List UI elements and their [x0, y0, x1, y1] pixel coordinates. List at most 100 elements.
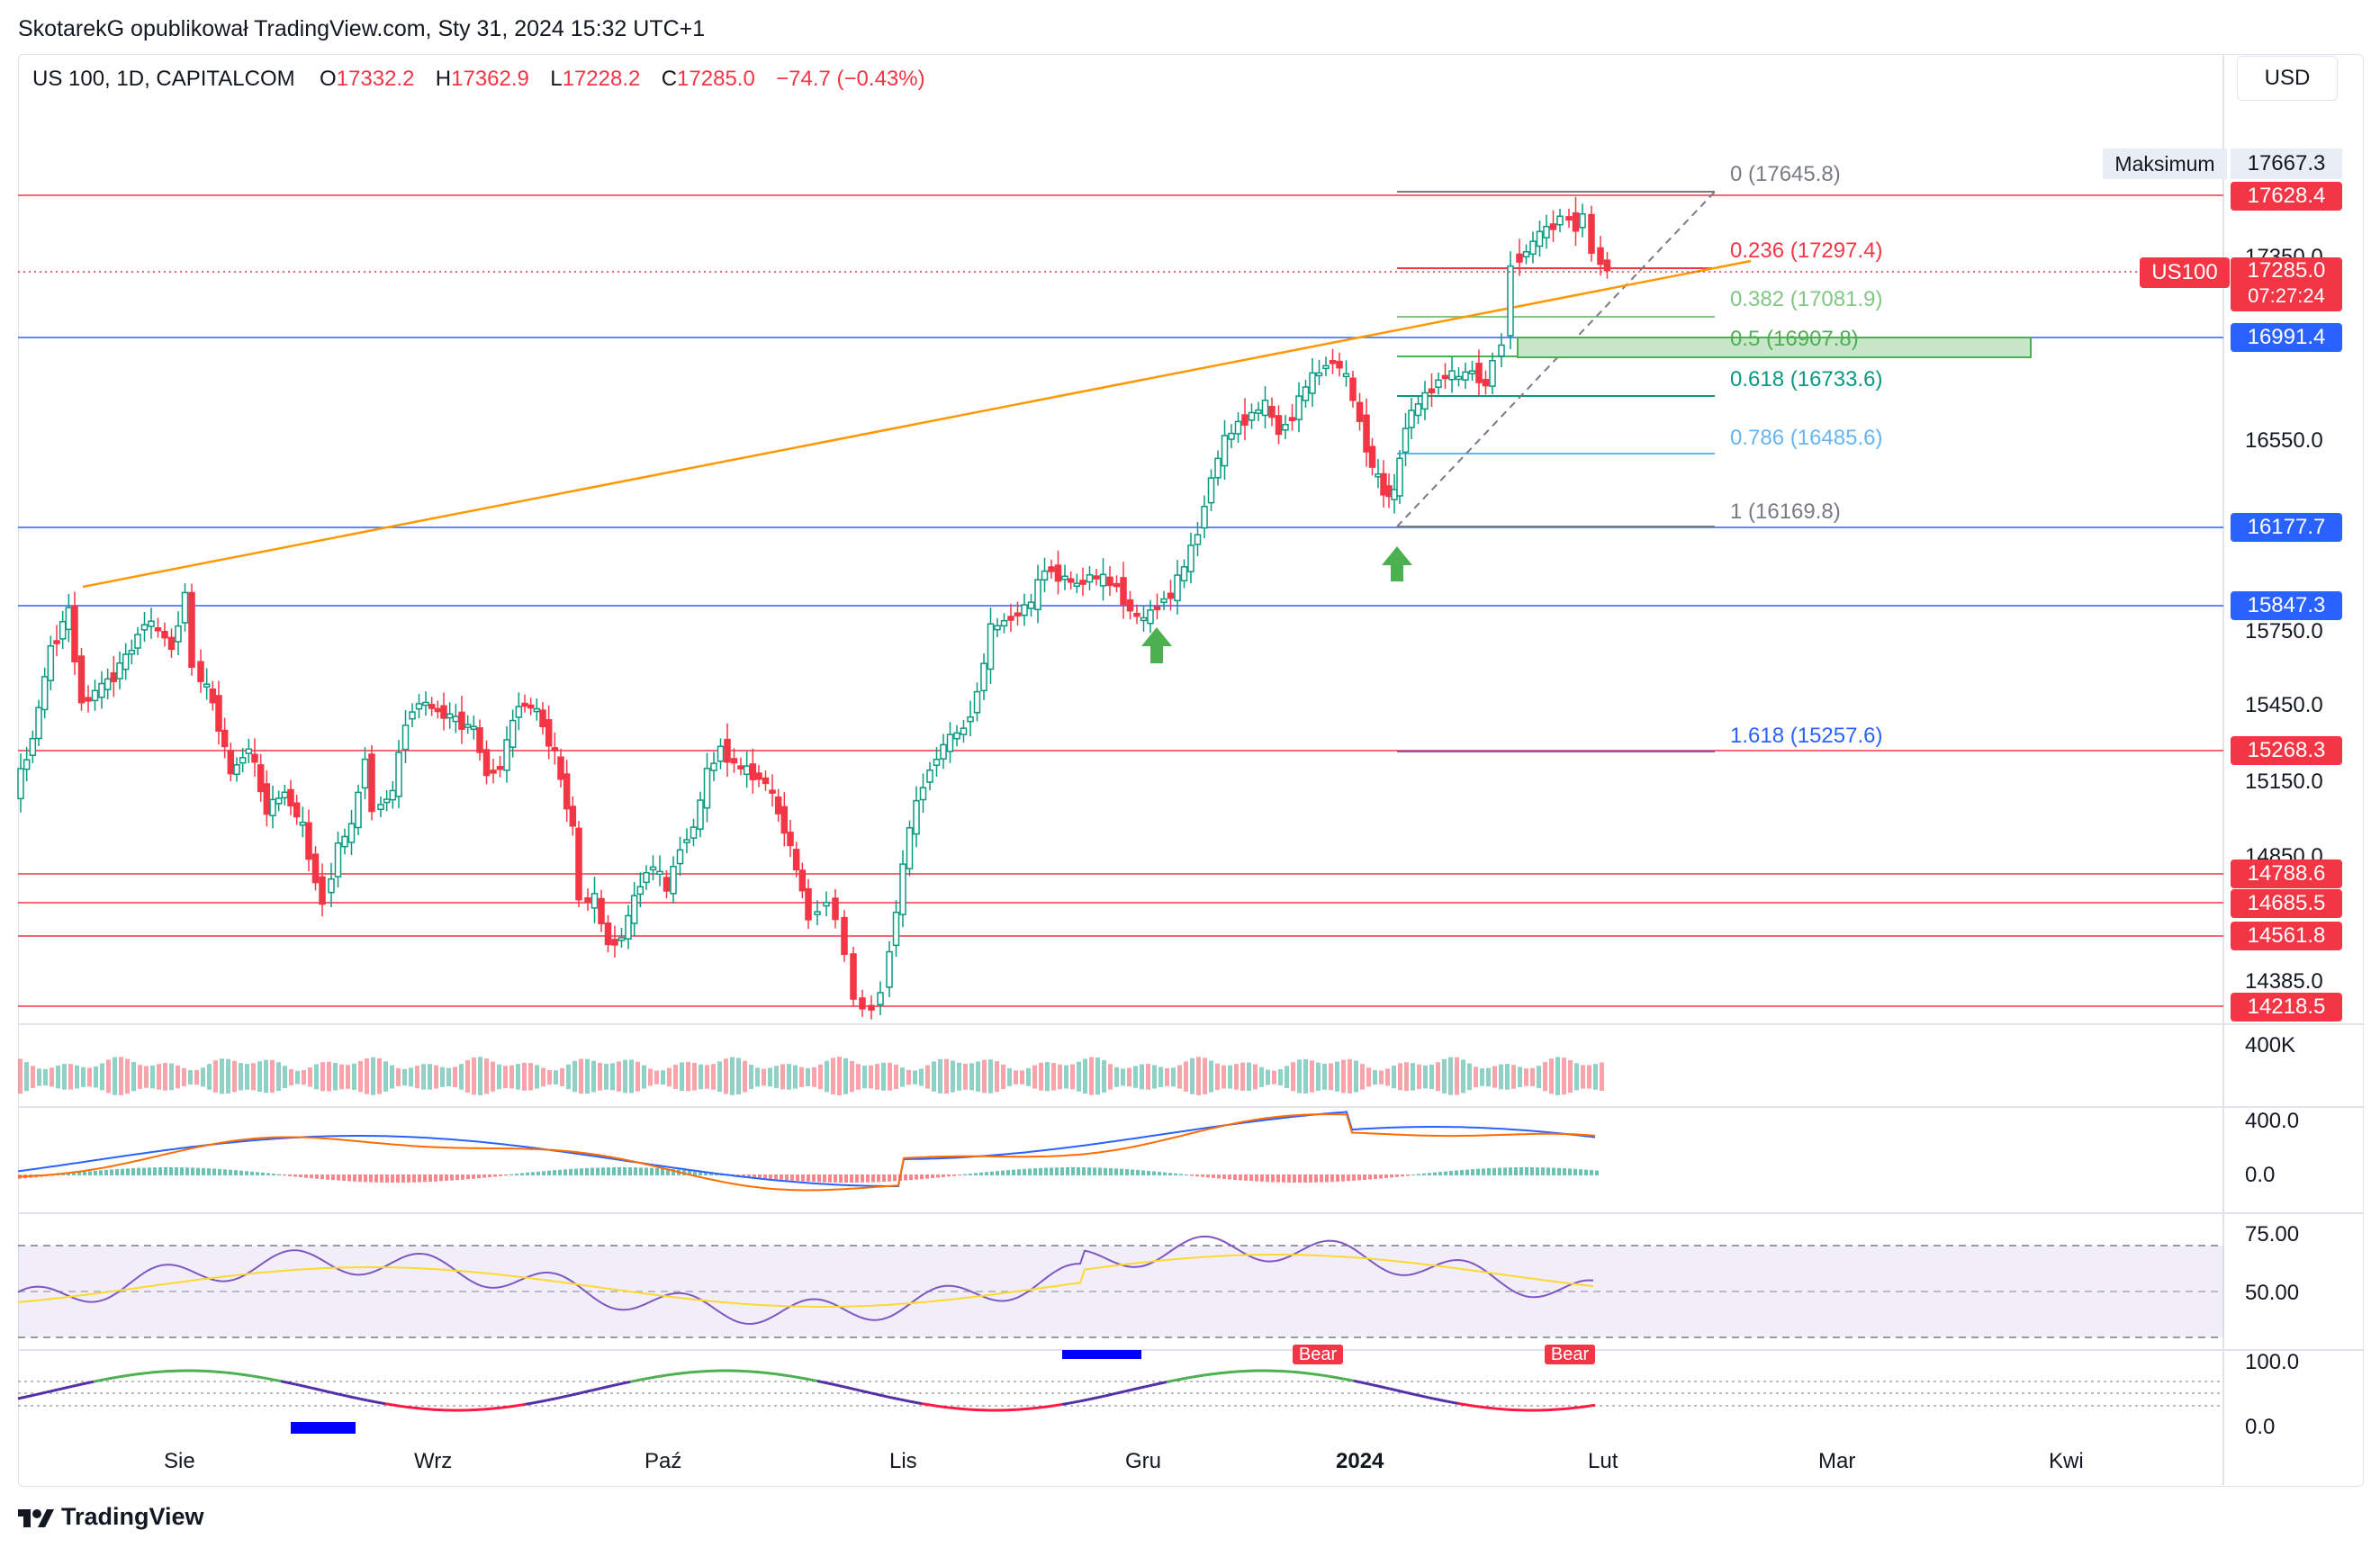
candle-body [415, 703, 423, 710]
osc-curve-segment [255, 1374, 260, 1379]
macd-histogram-bar [1233, 1174, 1237, 1180]
candle-body [1140, 616, 1148, 622]
macd-histogram-bar [337, 1174, 340, 1181]
macd-histogram-bar [645, 1167, 648, 1175]
symbol-label[interactable]: US 100, 1D, CAPITALCOM [32, 67, 295, 91]
macd-histogram-bar [1028, 1168, 1032, 1175]
candle-body [841, 916, 848, 956]
candle-body [446, 713, 454, 719]
osc-curve-segment [633, 1379, 638, 1383]
volume-bar [724, 1058, 728, 1094]
macd-histogram-bar [888, 1174, 891, 1182]
candle-body [636, 886, 645, 896]
candle-body [1536, 230, 1544, 248]
volume-bar [226, 1058, 230, 1094]
macd-histogram-bar [769, 1174, 772, 1179]
macd-histogram-bar [963, 1174, 967, 1175]
macd-histogram-bar [969, 1173, 972, 1175]
volume-bar [1108, 1064, 1113, 1090]
macd-histogram-bar [61, 1174, 65, 1175]
osc-curve-segment [510, 1404, 516, 1408]
volume-bar [957, 1062, 961, 1091]
fib-label: 0 (17645.8) [1730, 162, 1841, 186]
macd-histogram-bar [1509, 1167, 1512, 1175]
volume-bar [516, 1064, 520, 1090]
tradingview-logo[interactable]: TradingView [18, 1503, 204, 1531]
max-label: Maksimum [2103, 148, 2227, 179]
candle-body [780, 806, 789, 834]
candle-body [1221, 435, 1229, 467]
osc-curve-segment [1205, 1372, 1211, 1377]
osc-curve-segment [1324, 1374, 1330, 1378]
candle-body [1482, 379, 1490, 387]
candle-body [1261, 400, 1269, 417]
macd-histogram-bar [693, 1170, 697, 1175]
osc-curve-segment [1472, 1404, 1477, 1408]
osc-curve-segment [1065, 1401, 1070, 1406]
macd-histogram-bar [126, 1168, 130, 1175]
osc-curve-segment [57, 1387, 62, 1391]
volume-bar [37, 1068, 41, 1086]
volume-bar [276, 1062, 281, 1092]
volume-bar [1448, 1057, 1453, 1095]
osc-curve-segment [1580, 1405, 1585, 1408]
macd-histogram-bar [1482, 1168, 1485, 1175]
macd-histogram-bar [952, 1174, 956, 1176]
candle-body [181, 591, 189, 624]
volume-bar [56, 1065, 60, 1089]
macd-histogram-bar [164, 1167, 167, 1175]
osc-curve-segment [1144, 1384, 1149, 1389]
osc-curve-segment [1418, 1393, 1423, 1398]
candle-body [1356, 401, 1364, 422]
macd-histogram-bar [1417, 1174, 1420, 1175]
volume-bar [888, 1062, 892, 1091]
up-arrow-icon [1382, 546, 1412, 581]
osc-curve-segment [1591, 1403, 1596, 1408]
candle-body [749, 763, 757, 780]
volume-bar [1587, 1065, 1591, 1089]
osc-curve-segment [874, 1392, 879, 1397]
macd-histogram-bar [1060, 1167, 1064, 1175]
macd-histogram-bar [1228, 1174, 1231, 1180]
macd-histogram-bar [1109, 1168, 1113, 1175]
volume-bar [1537, 1066, 1541, 1089]
macd-histogram-bar [121, 1168, 124, 1175]
osc-curve-segment [381, 1401, 386, 1406]
volume-bar [1600, 1062, 1604, 1091]
candle-body [737, 765, 744, 770]
macd-histogram-bar [99, 1170, 103, 1175]
macd-histogram-bar [434, 1174, 437, 1182]
candle-body [1061, 575, 1068, 580]
candle-body [409, 711, 416, 720]
volume-bar [554, 1070, 558, 1085]
osc-curve-segment [842, 1385, 847, 1389]
macd-histogram-bar [1514, 1167, 1518, 1175]
candle-body [1336, 360, 1343, 369]
osc-curve-segment [816, 1380, 822, 1383]
osc-curve-segment [35, 1392, 41, 1397]
volume-bar [1555, 1057, 1560, 1095]
candle-body [703, 768, 711, 809]
volume-bar [503, 1066, 508, 1089]
macd-histogram-bar [574, 1168, 578, 1175]
candle-body [805, 887, 812, 921]
candle-body [197, 661, 204, 682]
candle-body [53, 640, 60, 644]
candle-body [987, 623, 995, 670]
osc-curve-segment [881, 1394, 887, 1398]
osc-curve-segment [834, 1383, 840, 1388]
osc-curve-segment [597, 1386, 602, 1390]
osc-curve-segment [125, 1373, 131, 1378]
volume-bar [1285, 1066, 1289, 1088]
candle-body [464, 724, 472, 728]
currency-button[interactable]: USD [2237, 56, 2338, 101]
macd-histogram-bar [553, 1170, 556, 1175]
candle-body [1054, 564, 1062, 582]
volume-bar [894, 1064, 898, 1090]
macd-histogram-bar [67, 1173, 70, 1175]
candle-body [1180, 566, 1188, 581]
candle-body [527, 704, 535, 709]
candle-body [1468, 370, 1476, 374]
macd-histogram-bar [850, 1174, 853, 1183]
